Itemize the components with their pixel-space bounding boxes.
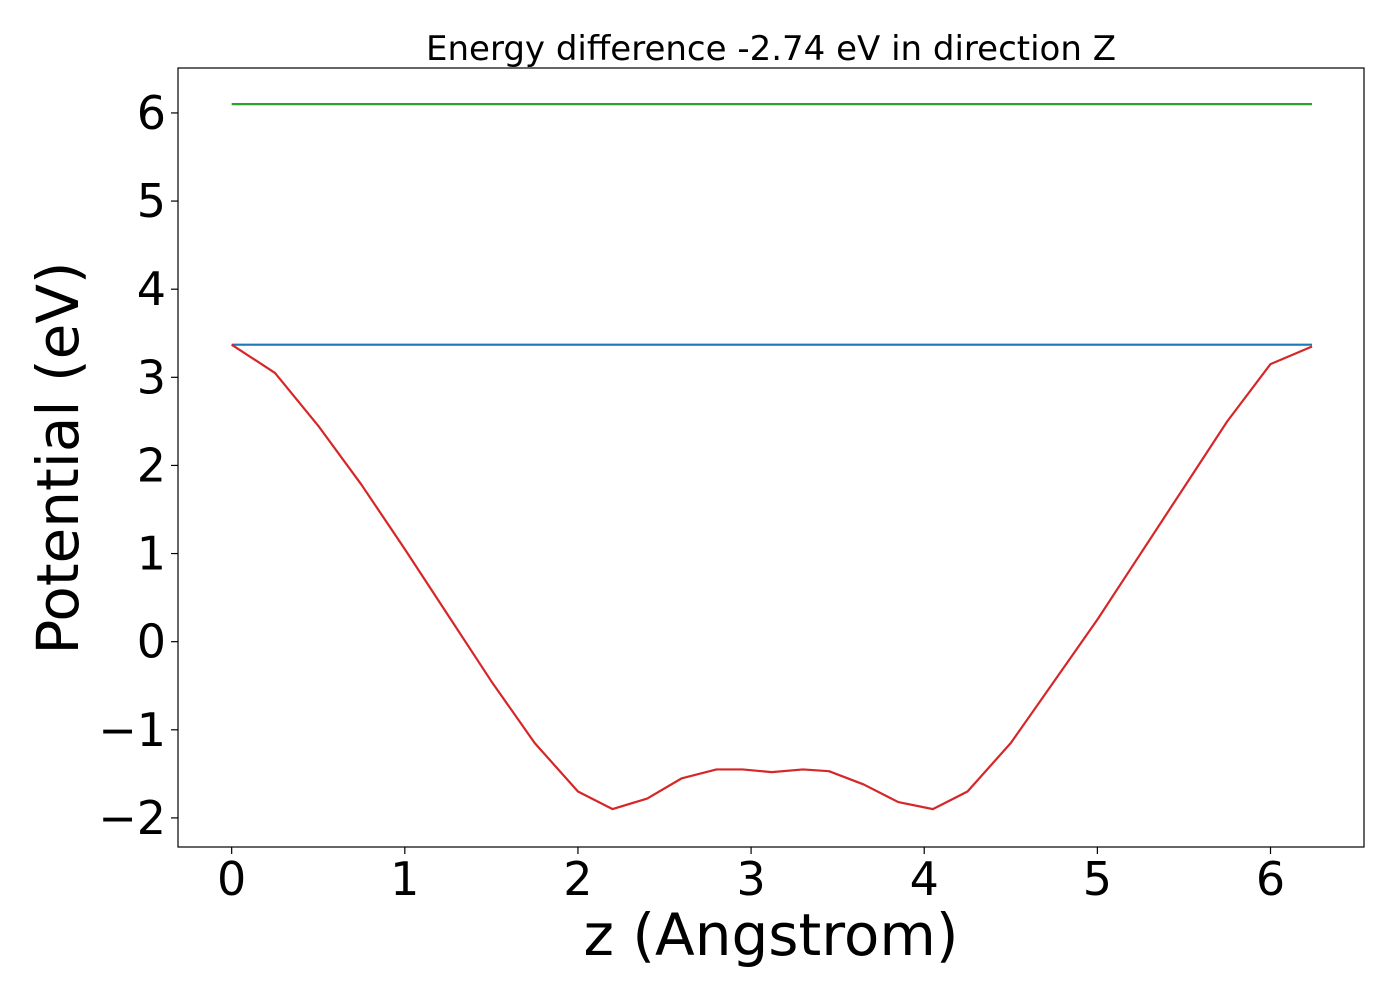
series-line-2 bbox=[231, 343, 1313, 811]
y-tick-label: 2 bbox=[137, 438, 166, 492]
x-tick-label: 3 bbox=[736, 852, 765, 906]
x-tick-label: 6 bbox=[1256, 852, 1285, 906]
y-tick-label: −1 bbox=[98, 703, 166, 757]
plot-frame bbox=[177, 67, 1365, 848]
plot-area bbox=[231, 103, 1313, 811]
x-axis-ticks: 0 1 2 3 4 5 6 bbox=[217, 847, 1285, 906]
x-tick-label: 2 bbox=[563, 852, 592, 906]
y-tick-label: 5 bbox=[137, 174, 166, 228]
x-tick-label: 1 bbox=[390, 852, 419, 906]
x-tick-label: 0 bbox=[217, 852, 246, 906]
y-tick-label: 3 bbox=[137, 350, 166, 404]
y-tick-label: 0 bbox=[137, 615, 166, 669]
chart-title: Energy difference -2.74 eV in direction … bbox=[426, 29, 1116, 69]
y-tick-label: 6 bbox=[137, 86, 166, 140]
y-axis-label: Potential (eV) bbox=[24, 261, 92, 654]
x-tick-label: 5 bbox=[1083, 852, 1112, 906]
x-axis-label: z (Angstrom) bbox=[584, 901, 959, 969]
x-tick-label: 4 bbox=[910, 852, 939, 906]
y-tick-label: 1 bbox=[137, 527, 166, 581]
y-axis-ticks: −2 −1 0 1 2 3 4 5 6 bbox=[98, 86, 178, 845]
y-tick-label: −2 bbox=[98, 791, 166, 845]
y-tick-label: 4 bbox=[137, 262, 166, 316]
